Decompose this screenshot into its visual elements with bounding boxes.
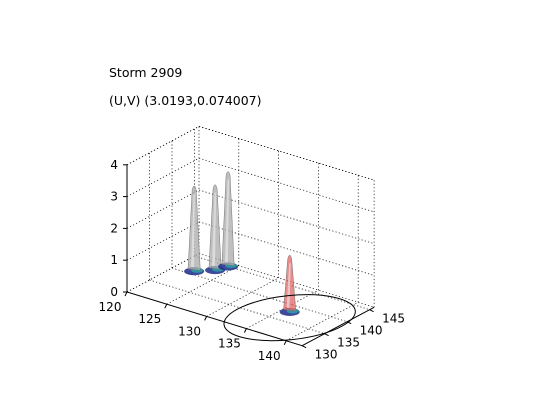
grid-line xyxy=(166,265,239,305)
x-tick-label: 125 xyxy=(138,312,161,326)
peak-sheen xyxy=(191,193,196,267)
grid-line xyxy=(286,302,359,342)
x-tick-mark xyxy=(243,328,247,333)
grid-line xyxy=(126,157,200,197)
y-tick-label: 140 xyxy=(360,324,383,338)
z-tick-label: 1 xyxy=(110,253,118,267)
y-tick-mark xyxy=(369,309,374,313)
grid-lines xyxy=(126,126,375,347)
x-tick-label: 120 xyxy=(99,300,122,314)
track-circle-outline xyxy=(223,294,356,342)
peak-sheen xyxy=(286,263,291,308)
track-circle xyxy=(223,294,356,342)
grid-line xyxy=(126,189,200,229)
z-tick-label: 0 xyxy=(110,285,118,299)
grid-line xyxy=(206,277,279,317)
y-tick-label: 130 xyxy=(315,348,338,362)
surface-peaks xyxy=(184,171,300,316)
x-tick-mark xyxy=(283,340,287,346)
axes xyxy=(123,164,375,349)
chart-title: Storm 2909 xyxy=(109,65,183,80)
x-tick-label: 140 xyxy=(258,349,281,363)
x-tick-label: 135 xyxy=(218,337,241,351)
grid-line xyxy=(246,289,319,329)
y-tick-label: 145 xyxy=(382,312,405,326)
x-tick-mark xyxy=(124,291,128,297)
peak-sheen xyxy=(224,179,230,263)
y-tick-mark xyxy=(324,333,329,337)
grid-line xyxy=(198,126,375,181)
grid-line xyxy=(126,221,200,261)
y-tick-mark xyxy=(346,321,352,325)
grid-line xyxy=(126,126,200,166)
x-tick-mark xyxy=(204,316,208,321)
z-tick-label: 3 xyxy=(110,190,118,204)
z-tick-label: 2 xyxy=(110,221,118,235)
x-axis-line xyxy=(126,291,303,347)
y-tick-mark xyxy=(301,345,307,349)
z-tick-label: 4 xyxy=(110,158,118,172)
y-axis-line xyxy=(301,306,375,347)
grid-line xyxy=(126,253,200,293)
peak-sheen xyxy=(211,192,217,266)
x-tick-mark xyxy=(164,303,168,309)
x-tick-label: 130 xyxy=(178,324,201,338)
chart-subtitle: (U,V) (3.0193,0.074007) xyxy=(109,93,262,108)
y-tick-label: 135 xyxy=(337,336,360,350)
